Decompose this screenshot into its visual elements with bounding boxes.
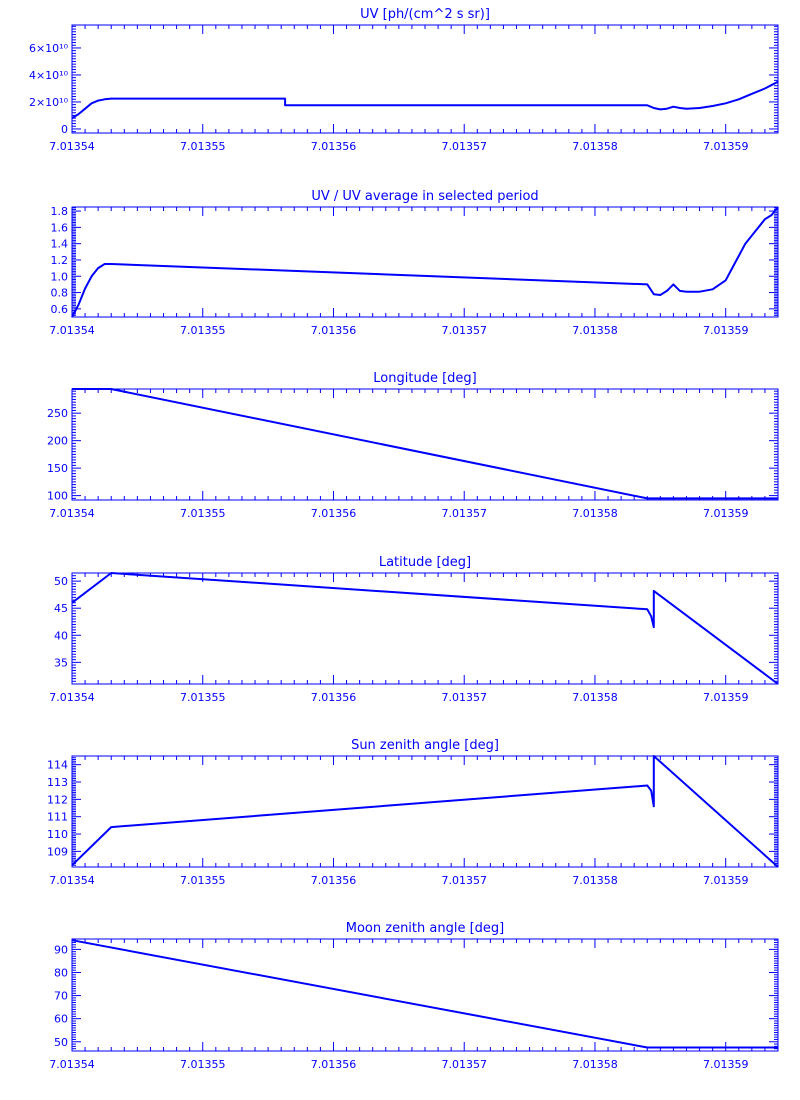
x-tick-label: 7.01354 xyxy=(49,324,95,337)
x-tick-label: 7.01357 xyxy=(441,140,487,153)
x-tick-label: 7.01358 xyxy=(572,140,618,153)
x-tick-label: 7.01358 xyxy=(572,324,618,337)
y-tick-label: 0 xyxy=(61,123,68,136)
chart-title: UV / UV average in selected period xyxy=(311,189,538,204)
chart-panel-3: Longitude [deg] 7.01354 7.01355 7.01356 7.01… xyxy=(47,371,779,520)
y-tick-label: 0.8 xyxy=(51,287,69,300)
x-tick-label: 7.01356 xyxy=(311,1058,357,1071)
x-tick-label: 7.01356 xyxy=(311,507,357,520)
x-tick-label: 7.01357 xyxy=(441,691,487,704)
y-tick-label: 1.2 xyxy=(51,254,69,267)
chart-title: UV [ph/(cm^2 s sr)] xyxy=(360,7,490,22)
x-tick-label: 7.01355 xyxy=(180,1058,226,1071)
x-tick-label: 7.01356 xyxy=(311,324,357,337)
chart-title: Sun zenith angle [deg] xyxy=(351,738,499,753)
chart-title: Longitude [deg] xyxy=(373,371,476,386)
y-tick-label: 2×10¹⁰ xyxy=(29,96,69,109)
plot-frame xyxy=(71,206,779,318)
y-tick-label: 0.6 xyxy=(51,303,69,316)
x-tick-label: 7.01354 xyxy=(49,874,95,887)
y-tick-label: 70 xyxy=(54,990,68,1003)
chart-panel-4: Latitude [deg] 7.01354 7.01355 7.01356 7.013… xyxy=(49,555,779,704)
series-line xyxy=(72,388,778,500)
y-tick-label: 50 xyxy=(54,575,68,588)
plot-frame xyxy=(71,24,779,134)
y-tick-label: 111 xyxy=(47,811,68,824)
y-tick-label: 100 xyxy=(47,490,68,503)
chart-panel-5: Sun zenith angle [deg] 7.01354 7.01355 7.01… xyxy=(47,738,779,887)
x-tick-label: 7.01357 xyxy=(441,874,487,887)
series-line xyxy=(71,572,779,685)
y-tick-label: 110 xyxy=(47,828,68,841)
x-tick-label: 7.01358 xyxy=(572,874,618,887)
y-tick-label: 6×10¹⁰ xyxy=(29,42,69,55)
chart-title: Latitude [deg] xyxy=(379,555,471,570)
series-line xyxy=(71,939,778,1049)
y-tick-label: 113 xyxy=(47,776,68,789)
y-tick-label: 1.0 xyxy=(51,270,69,283)
x-tick-label: 7.01355 xyxy=(180,874,226,887)
x-tick-label: 7.01359 xyxy=(703,140,749,153)
y-tick-label: 40 xyxy=(54,629,68,642)
x-tick-label: 7.01354 xyxy=(49,691,95,704)
x-tick-label: 7.01355 xyxy=(180,324,226,337)
x-tick-label: 7.01358 xyxy=(572,507,618,520)
x-tick-label: 7.01356 xyxy=(311,140,357,153)
y-tick-label: 50 xyxy=(54,1036,68,1049)
x-tick-label: 7.01354 xyxy=(49,140,95,153)
y-tick-label: 109 xyxy=(47,845,68,858)
x-tick-label: 7.01358 xyxy=(572,1058,618,1071)
x-tick-label: 7.01358 xyxy=(572,691,618,704)
y-tick-label: 35 xyxy=(54,656,68,669)
chart-panel-1: UV [ph/(cm^2 s sr)] 7.01354 7.01355 7.01356… xyxy=(29,7,779,153)
x-tick-label: 7.01355 xyxy=(180,691,226,704)
x-tick-label: 7.01357 xyxy=(441,1058,487,1071)
x-tick-label: 7.01359 xyxy=(703,691,749,704)
y-tick-label: 4×10¹⁰ xyxy=(29,69,69,82)
plot-frame xyxy=(71,572,779,685)
x-tick-label: 7.01359 xyxy=(703,874,749,887)
x-tick-label: 7.01359 xyxy=(703,507,749,520)
y-tick-label: 114 xyxy=(47,759,68,772)
x-tick-label: 7.01357 xyxy=(441,324,487,337)
x-tick-label: 7.01356 xyxy=(311,874,357,887)
series-line xyxy=(71,755,779,868)
chart-panel-6: Moon zenith angle [deg] 7.01354 7.01355 7.0… xyxy=(49,921,779,1071)
y-tick-label: 112 xyxy=(47,793,68,806)
y-tick-label: 60 xyxy=(54,1013,68,1026)
x-tick-label: 7.01357 xyxy=(441,507,487,520)
y-tick-label: 1.8 xyxy=(51,205,69,218)
plot-frame xyxy=(71,388,779,501)
x-tick-label: 7.01359 xyxy=(703,324,749,337)
y-tick-label: 1.6 xyxy=(51,221,69,234)
y-tick-label: 45 xyxy=(54,602,68,615)
x-tick-label: 7.01355 xyxy=(180,507,226,520)
x-tick-label: 7.01356 xyxy=(311,691,357,704)
x-tick-label: 7.01354 xyxy=(49,1058,95,1071)
series-line xyxy=(71,206,779,318)
y-tick-label: 1.4 xyxy=(51,238,69,251)
x-tick-label: 7.01354 xyxy=(49,507,95,520)
plot-frame xyxy=(71,938,779,1052)
series-line xyxy=(71,80,779,120)
x-tick-label: 7.01359 xyxy=(703,1058,749,1071)
y-tick-label: 80 xyxy=(54,966,68,979)
chart-panel-2: UV / UV average in selected period 7.0135… xyxy=(49,189,779,337)
y-tick-label: 200 xyxy=(47,435,68,448)
y-tick-label: 150 xyxy=(47,462,68,475)
x-tick-label: 7.01355 xyxy=(180,140,226,153)
y-tick-label: 90 xyxy=(54,943,68,956)
y-tick-label: 250 xyxy=(47,407,68,420)
chart-title: Moon zenith angle [deg] xyxy=(346,921,504,936)
